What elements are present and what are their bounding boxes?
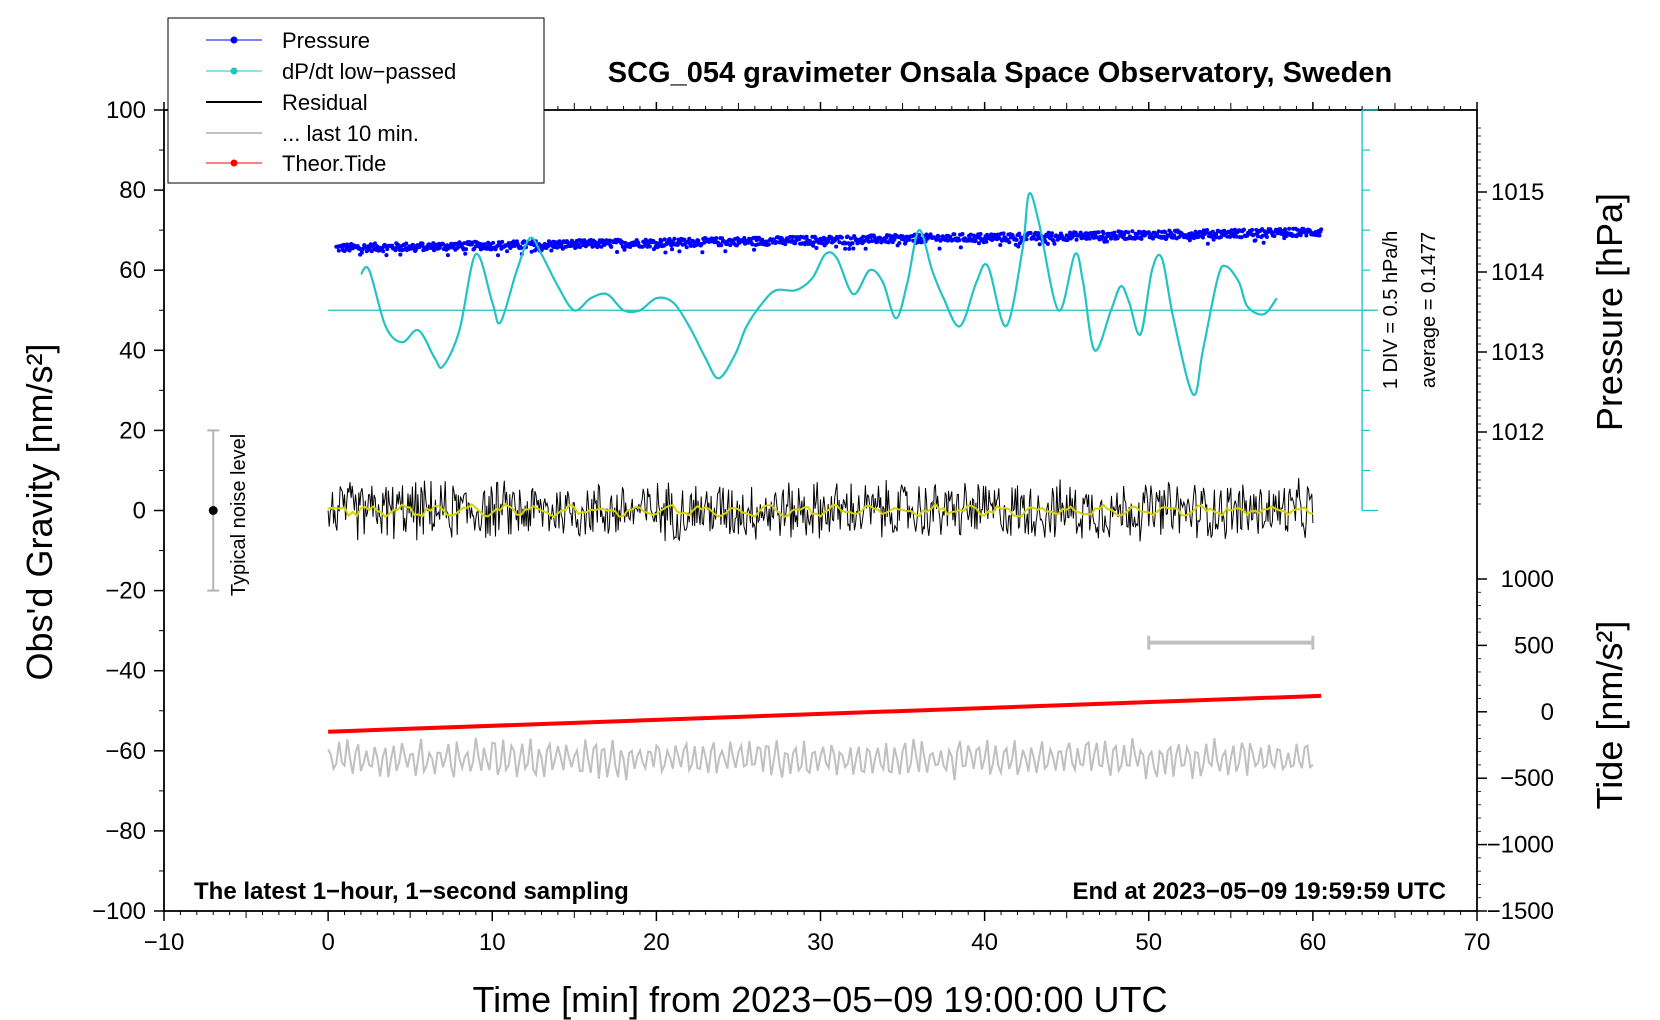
legend: Pressure dP/dt low−passed Residual ... l… xyxy=(167,17,545,184)
x-tick-label: 40 xyxy=(971,929,998,956)
tide-tick-label: 0 xyxy=(1541,699,1554,726)
y-tick-label: −100 xyxy=(92,898,146,925)
y-tick-label: −60 xyxy=(105,738,146,765)
tide-tick-label: −1500 xyxy=(1487,898,1554,925)
bottom-right-note: End at 2023−05−09 19:59:59 UTC xyxy=(1072,878,1446,905)
pressure-tick-label: 1015 xyxy=(1491,179,1544,206)
y-tick-label: 80 xyxy=(119,177,146,204)
series-layer xyxy=(207,109,1379,781)
legend-label-tide: Theor.Tide xyxy=(282,151,386,176)
x-tick-label: −10 xyxy=(144,929,185,956)
y-tick-label: −40 xyxy=(105,658,146,685)
y-tick-label: 60 xyxy=(119,257,146,284)
legend-label-pressure: Pressure xyxy=(282,28,370,53)
dpdt-series xyxy=(360,192,1278,396)
ticks-layer: −10 0 10 20 30 40 50 60 70100806040200−20−40−60−… xyxy=(92,97,1554,956)
x-tick-label: 60 xyxy=(1300,929,1327,956)
tide-series xyxy=(328,693,1322,734)
pressure-tick-label: 1012 xyxy=(1491,419,1544,446)
legend-marker-pressure xyxy=(230,36,238,44)
dpdt-average-note: average = 0.1477 xyxy=(1418,232,1440,388)
noise-label: Typical noise level xyxy=(228,434,250,596)
legend-marker-tide xyxy=(230,159,238,167)
x-tick-label: 10 xyxy=(479,929,506,956)
y-axis-label-tide: Tide [nm/s²] xyxy=(1589,621,1630,810)
chart-title: SCG_054 gravimeter Onsala Space Observat… xyxy=(608,57,1392,89)
noise-bar-center xyxy=(208,506,218,515)
x-tick-label: 30 xyxy=(807,929,834,956)
legend-label-residual: Residual xyxy=(282,90,368,115)
y-tick-label: 100 xyxy=(106,97,146,124)
legend-box xyxy=(167,17,545,184)
x-tick-label: 0 xyxy=(321,929,334,956)
residual-shifted-series xyxy=(327,737,1314,781)
tide-tick-label: 500 xyxy=(1514,632,1554,659)
y-tick-label: −80 xyxy=(105,818,146,845)
x-tick-label: 50 xyxy=(1135,929,1162,956)
y-axis-label-left: Obs'd Gravity [nm/s²] xyxy=(19,344,60,681)
residual-smoothed-series xyxy=(328,502,1314,519)
y-tick-label: 40 xyxy=(119,337,146,364)
x-tick-label: 70 xyxy=(1464,929,1491,956)
residual-series xyxy=(327,477,1314,542)
pressure-tick-label: 1014 xyxy=(1491,259,1544,286)
tide-tick-label: −1000 xyxy=(1487,832,1554,859)
bottom-left-note: The latest 1−hour, 1−second sampling xyxy=(194,878,629,905)
x-axis-label: Time [min] from 2023−05−09 19:00:00 UTC xyxy=(472,979,1167,1020)
pressure-series xyxy=(334,226,1324,258)
pressure-tick-label: 1013 xyxy=(1491,339,1544,366)
y-axis-label-pressure: Pressure [hPa] xyxy=(1589,193,1630,431)
legend-marker-dpdt xyxy=(230,67,238,75)
legend-label-last10: ... last 10 min. xyxy=(282,121,419,146)
tide-tick-label: 1000 xyxy=(1501,566,1554,593)
y-tick-label: −20 xyxy=(105,578,146,605)
tide-tick-label: −500 xyxy=(1500,765,1554,792)
x-tick-label: 20 xyxy=(643,929,670,956)
y-tick-label: 0 xyxy=(133,498,146,525)
dpdt-scale-note: 1 DIV = 0.5 hPa/h xyxy=(1380,231,1402,389)
legend-label-dpdt: dP/dt low−passed xyxy=(282,59,456,84)
y-tick-label: 20 xyxy=(119,417,146,444)
